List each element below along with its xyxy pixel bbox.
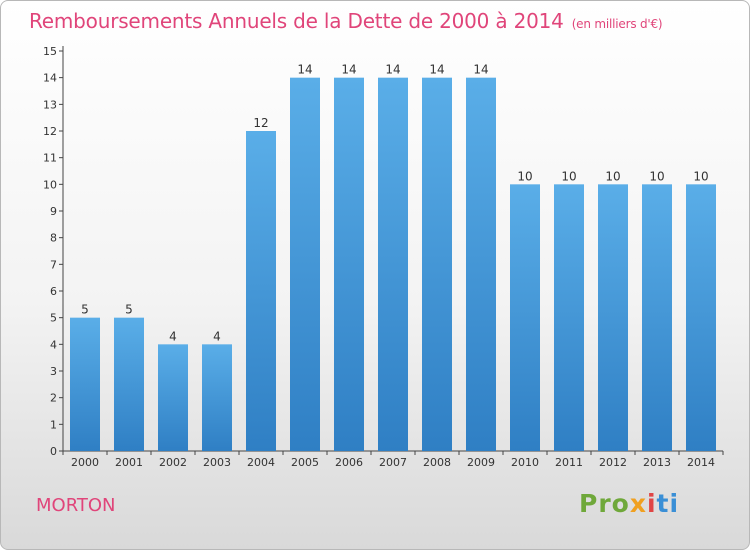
x-tick-label: 2004	[247, 456, 275, 469]
y-tick-label: 11	[43, 152, 57, 165]
x-tick-label: 2011	[555, 456, 583, 469]
bar-value-label: 10	[561, 169, 576, 183]
bar-value-label: 10	[649, 169, 664, 183]
bar	[334, 77, 364, 452]
x-tick-label: 2001	[115, 456, 143, 469]
chart-title-text: Remboursements Annuels de la Dette de 20…	[29, 9, 564, 33]
bar-value-label: 5	[125, 303, 133, 317]
bar-value-label: 14	[429, 63, 444, 77]
x-tick-label: 2008	[423, 456, 451, 469]
y-tick-label: 15	[43, 45, 57, 58]
chart-title: Remboursements Annuels de la Dette de 20…	[29, 9, 663, 33]
x-tick-label: 2006	[335, 456, 363, 469]
y-tick-label: 1	[50, 418, 57, 431]
x-tick-label: 2014	[687, 456, 715, 469]
x-tick-label: 2003	[203, 456, 231, 469]
bar-value-label: 14	[473, 63, 488, 77]
bar	[510, 184, 540, 452]
y-tick-label: 10	[43, 178, 57, 191]
y-tick-label: 13	[43, 98, 57, 111]
y-tick-label: 2	[50, 392, 57, 405]
bar	[70, 317, 100, 451]
bar	[554, 184, 584, 452]
bar-value-label: 4	[213, 329, 221, 343]
y-tick-label: 14	[43, 72, 57, 85]
commune-name: MORTON	[36, 495, 116, 516]
bar-value-label: 14	[341, 63, 356, 77]
y-tick-label: 7	[50, 258, 57, 271]
y-tick-label: 4	[50, 338, 57, 351]
x-tick-label: 2009	[467, 456, 495, 469]
bar	[422, 77, 452, 452]
chart-bars	[70, 77, 716, 452]
y-tick-label: 9	[50, 205, 57, 218]
chart-data-labels: 5 5 4 4 12 14 14 14 14 14 10 10 10 10 10	[81, 63, 708, 344]
bar	[114, 317, 144, 451]
x-tick-label: 2007	[379, 456, 407, 469]
bar-value-label: 10	[605, 169, 620, 183]
y-tick-label: 6	[50, 285, 57, 298]
bar-value-label: 4	[169, 329, 177, 343]
y-tick-label: 5	[50, 312, 57, 325]
y-tick-label: 12	[43, 125, 57, 138]
y-tick-label: 8	[50, 232, 57, 245]
bar-value-label: 10	[693, 169, 708, 183]
bar-value-label: 14	[385, 63, 400, 77]
bar-value-label: 10	[517, 169, 532, 183]
bar	[158, 344, 188, 451]
bar	[642, 184, 672, 452]
x-tick-label: 2012	[599, 456, 627, 469]
x-tick-label: 2005	[291, 456, 319, 469]
x-tick-label: 2013	[643, 456, 671, 469]
bar	[598, 184, 628, 452]
proxiti-logo: Proxiti	[579, 489, 680, 518]
bar-value-label: 5	[81, 303, 89, 317]
bar	[378, 77, 408, 452]
x-tick-label: 2010	[511, 456, 539, 469]
x-tick-label: 2000	[71, 456, 99, 469]
bar	[246, 131, 276, 451]
y-tick-label: 0	[50, 445, 57, 458]
bar-value-label: 14	[297, 63, 312, 77]
bar	[686, 184, 716, 452]
y-tick-label: 3	[50, 365, 57, 378]
bar	[202, 344, 232, 451]
bar-value-label: 12	[253, 116, 268, 130]
bar	[466, 77, 496, 452]
chart-subtitle: (en milliers d'€)	[571, 17, 663, 31]
x-tick-label: 2002	[159, 456, 187, 469]
bar	[290, 77, 320, 452]
